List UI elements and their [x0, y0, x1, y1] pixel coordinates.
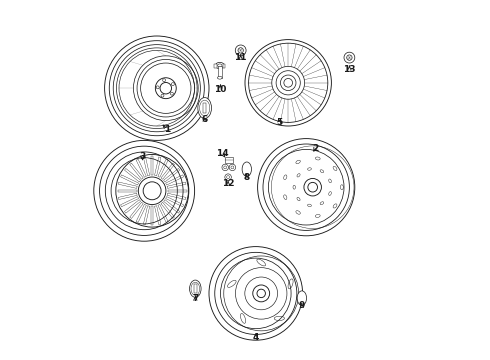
Bar [161, 163, 174, 179]
Circle shape [238, 48, 244, 53]
Text: 14: 14 [217, 149, 229, 158]
Bar [118, 193, 137, 199]
Bar [136, 204, 147, 222]
Text: 4: 4 [253, 333, 259, 342]
Bar [203, 103, 206, 113]
Text: 1: 1 [165, 125, 171, 134]
Bar [223, 64, 225, 68]
Circle shape [222, 164, 228, 171]
Bar [164, 168, 180, 182]
Bar [121, 175, 139, 185]
Ellipse shape [297, 291, 307, 305]
Bar [167, 182, 186, 188]
Bar [166, 175, 184, 185]
Bar [164, 200, 180, 213]
Bar [161, 202, 174, 219]
Circle shape [344, 52, 355, 63]
Bar [158, 204, 168, 222]
Text: 9: 9 [299, 302, 305, 310]
Bar [151, 206, 153, 225]
Text: 8: 8 [244, 173, 250, 181]
Text: 6: 6 [201, 115, 208, 124]
Bar [154, 206, 161, 225]
Ellipse shape [218, 76, 222, 79]
Bar [130, 163, 143, 179]
Text: 12: 12 [222, 179, 234, 188]
Bar [124, 168, 141, 182]
Bar [214, 64, 217, 68]
Text: 10: 10 [214, 85, 227, 94]
Text: 2: 2 [312, 144, 318, 153]
Bar [130, 202, 143, 219]
Text: 5: 5 [276, 118, 282, 127]
Bar [167, 193, 186, 199]
Ellipse shape [198, 98, 212, 118]
Bar [154, 157, 161, 176]
Bar [158, 159, 168, 177]
Circle shape [229, 164, 236, 171]
Bar [166, 197, 184, 207]
Circle shape [347, 55, 352, 60]
Ellipse shape [190, 280, 201, 297]
Bar [118, 190, 137, 192]
Text: 11: 11 [234, 53, 247, 62]
Text: 3: 3 [139, 152, 146, 161]
Bar [194, 284, 196, 293]
Ellipse shape [242, 162, 251, 176]
Ellipse shape [216, 62, 224, 69]
Bar [136, 159, 147, 177]
Bar [124, 200, 141, 213]
Bar [218, 66, 222, 78]
Bar [118, 182, 137, 188]
Text: 7: 7 [192, 294, 198, 303]
Bar [151, 156, 153, 175]
Bar [121, 197, 139, 207]
Bar [168, 190, 187, 192]
Bar [225, 157, 233, 163]
Circle shape [225, 174, 231, 180]
Circle shape [235, 45, 246, 56]
Bar [144, 157, 150, 176]
Bar [144, 206, 150, 225]
Text: 13: 13 [343, 65, 356, 74]
